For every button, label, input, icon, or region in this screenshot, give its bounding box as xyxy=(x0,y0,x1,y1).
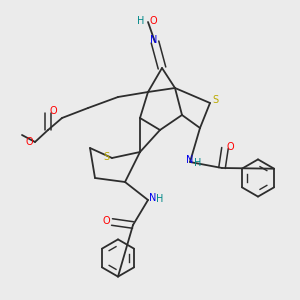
Text: N: N xyxy=(186,154,194,165)
Text: N: N xyxy=(150,35,157,46)
Text: H: H xyxy=(156,194,163,203)
Text: N: N xyxy=(149,193,157,202)
Text: S: S xyxy=(103,152,110,162)
Text: S: S xyxy=(212,95,218,105)
Text: O: O xyxy=(150,16,157,26)
Text: O: O xyxy=(226,142,234,152)
Text: O: O xyxy=(103,215,110,226)
Text: O: O xyxy=(26,137,33,147)
Text: H: H xyxy=(137,16,144,26)
Text: O: O xyxy=(50,106,57,116)
Text: H: H xyxy=(194,158,201,169)
